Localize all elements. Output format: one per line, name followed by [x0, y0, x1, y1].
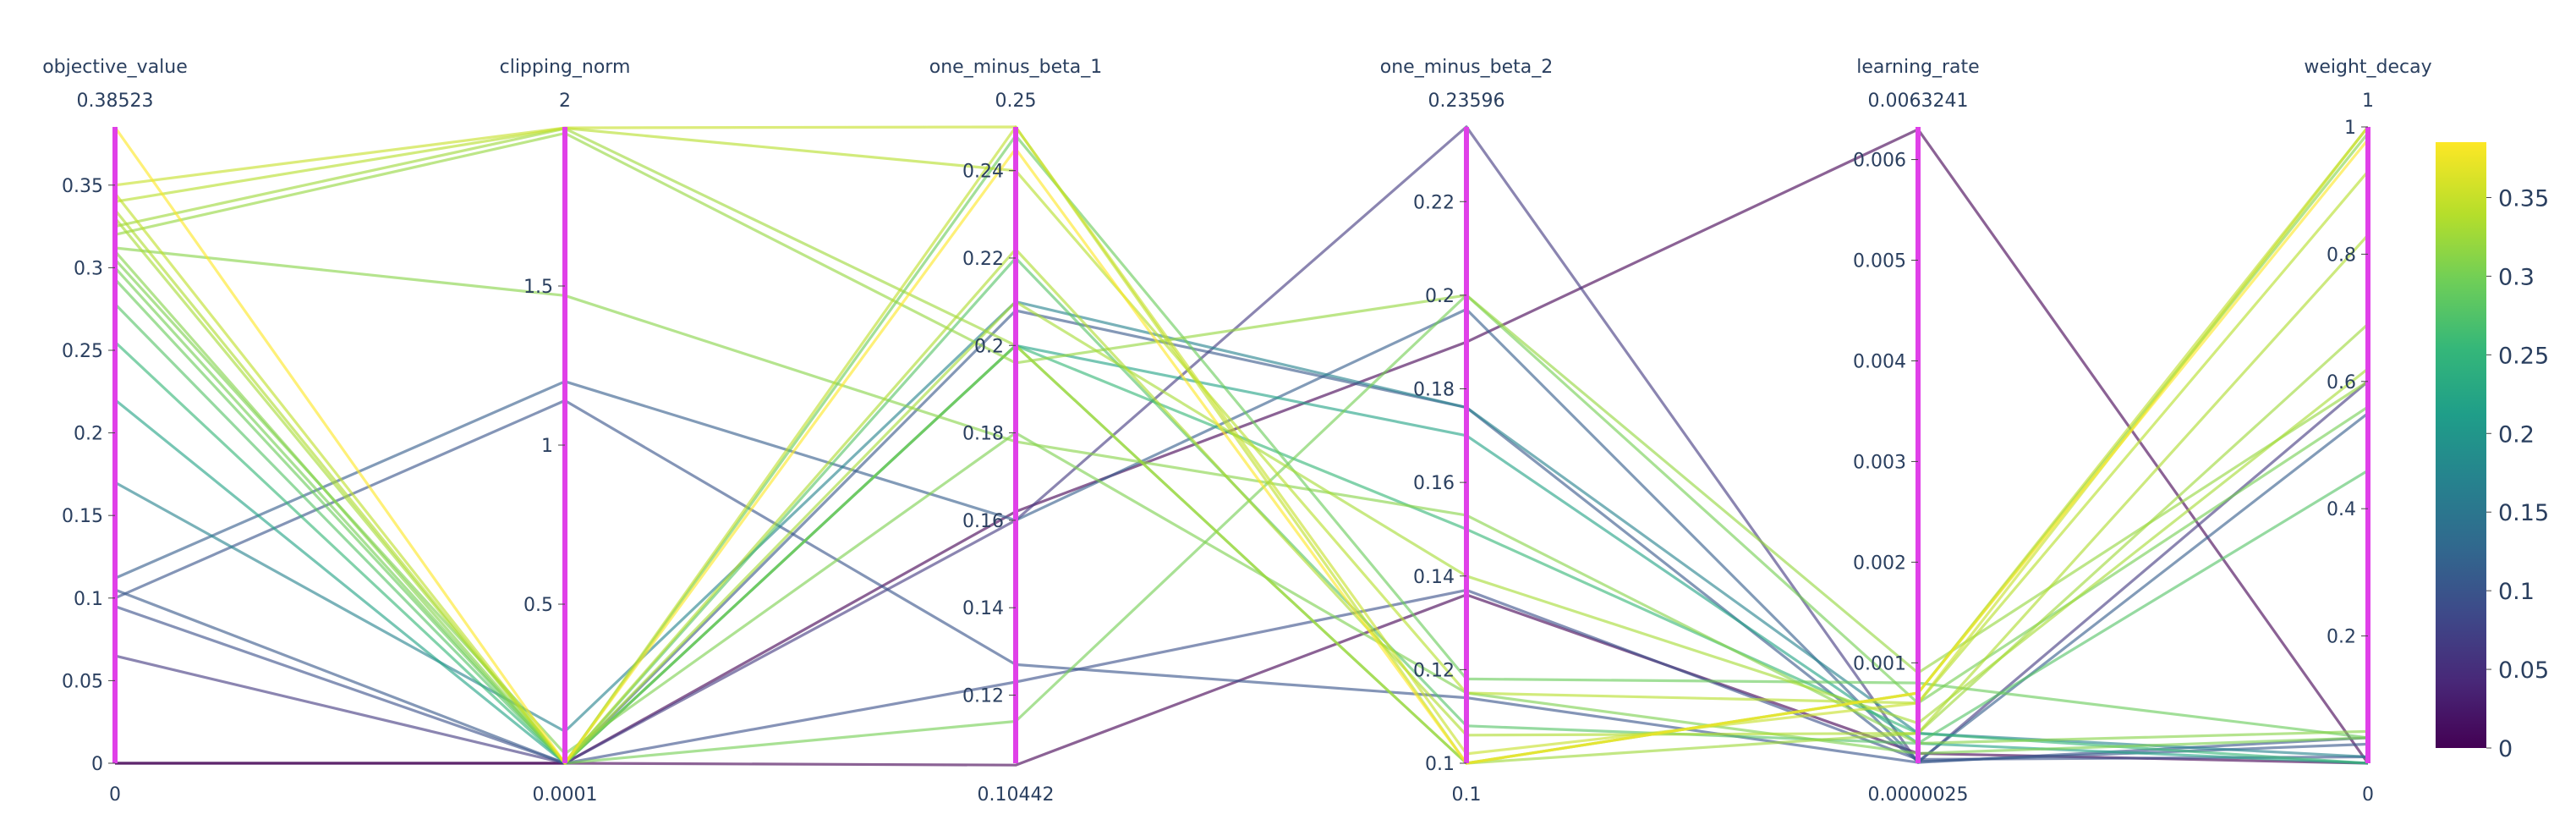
axis-tick-label: 0.4 — [2327, 499, 2356, 520]
axis-tick-label: 0.15 — [62, 506, 103, 527]
axis-tick-label: 0.004 — [1853, 351, 1906, 372]
axis-min-label: 0.10442 — [978, 784, 1055, 806]
axis-tick-label: 0.12 — [962, 686, 1004, 707]
axis-tick-label: 0.001 — [1853, 653, 1906, 674]
trial-line — [114, 125, 2370, 756]
colorbar-tick-label: 0.2 — [2498, 421, 2535, 448]
colorbar-tick-label: 0.25 — [2498, 343, 2549, 369]
axis-tick-label: 1 — [541, 436, 553, 457]
trial-line — [114, 126, 2370, 705]
axis-title: weight_decay — [2304, 57, 2431, 78]
axis-tick-label: 0.6 — [2327, 372, 2356, 393]
axis-max-label: 0.38523 — [77, 91, 154, 112]
axis-min-label: 0.0001 — [533, 784, 598, 806]
trial-line — [114, 131, 2369, 674]
axis-max-label: 1 — [2362, 91, 2374, 112]
axis-tick-label: 0.2 — [74, 424, 103, 445]
axis-one-minus-beta-1[interactable]: one_minus_beta_1 0.25 0.10442 0.12 0.14 0.16 0… — [929, 57, 1102, 806]
axis-title: one_minus_beta_2 — [1380, 57, 1553, 78]
axis-clipping-norm[interactable]: clipping_norm 2 0.0001 0.5 1 1.5 — [500, 57, 631, 806]
colorbar-tick-label: 0.3 — [2498, 264, 2535, 290]
trial-line — [113, 256, 2369, 765]
trial-line — [114, 307, 2369, 763]
trial-line — [113, 209, 2370, 765]
axis-tick-label: 0.16 — [962, 511, 1004, 532]
axis-tick-label: 1 — [2344, 118, 2356, 139]
axis-weight-decay[interactable]: weight_decay 1 0 0.2 0.4 0.6 0.8 1 — [2304, 57, 2431, 806]
axis-tick-label: 0.14 — [962, 598, 1004, 619]
colorbar: 0 0.05 0.1 0.15 0.2 0.25 0.3 0.35 — [2436, 142, 2549, 762]
axis-tick-label: 1.5 — [523, 277, 553, 298]
axis-tick-label: 0.005 — [1853, 251, 1906, 272]
axis-tick-label: 0.5 — [523, 595, 553, 616]
axis-tick-label: 0.002 — [1853, 553, 1906, 574]
axis-max-label: 2 — [559, 91, 571, 112]
trial-line — [114, 300, 2369, 759]
axis-tick-label: 0.22 — [962, 249, 1004, 270]
axis-tick-label: 0 — [91, 754, 103, 775]
trial-line — [114, 246, 2369, 745]
colorbar-gradient — [2436, 142, 2486, 748]
axis-title: learning_rate — [1856, 57, 1979, 78]
axis-max-label: 0.23596 — [1428, 91, 1505, 112]
trial-line — [113, 344, 2369, 765]
trial-line — [113, 126, 2370, 765]
axis-tick-label: 0.006 — [1853, 151, 1906, 172]
colorbar-tick-label: 0 — [2498, 736, 2513, 762]
axis-min-label: 0.0000025 — [1868, 784, 1969, 806]
axis-tick-label: 0.24 — [962, 162, 1004, 183]
colorbar-tick-label: 0.1 — [2498, 579, 2535, 605]
axis-tick-label: 0.2 — [1425, 286, 1455, 307]
axis-title: one_minus_beta_1 — [929, 57, 1102, 78]
axis-title: objective_value — [42, 57, 188, 78]
axis-learning-rate[interactable]: learning_rate 0.0063241 0.0000025 0.001 0.00… — [1853, 57, 1980, 806]
axis-title: clipping_norm — [500, 57, 631, 78]
axis-tick-label: 0.12 — [1413, 660, 1455, 681]
polylines-layer — [113, 125, 2370, 767]
axis-min-label: 0 — [2362, 784, 2374, 806]
axis-tick-label: 0.2 — [974, 336, 1004, 357]
axis-min-label: 0 — [109, 784, 121, 806]
axis-tick-label: 0.16 — [1413, 473, 1455, 494]
axis-tick-label: 0.18 — [962, 424, 1004, 445]
axis-tick-label: 0.25 — [62, 341, 103, 362]
axis-tick-label: 0.14 — [1413, 567, 1455, 588]
colorbar-tick-label: 0.15 — [2498, 500, 2549, 526]
axis-tick-label: 0.003 — [1853, 452, 1906, 473]
axis-objective-value[interactable]: objective_value 0.38523 0 0.05 0.1 0.15 0.2 0.2… — [42, 57, 188, 806]
axis-tick-label: 0.22 — [1413, 192, 1455, 213]
axis-tick-label: 0.1 — [1425, 754, 1455, 775]
trial-line — [114, 309, 2369, 765]
trial-line — [113, 267, 2369, 765]
axis-max-label: 0.25 — [995, 91, 1037, 112]
axes-layer: objective_value 0.38523 0 0.05 0.1 0.15 0.2 0.2… — [42, 57, 2431, 806]
axis-tick-label: 0.1 — [74, 589, 103, 610]
axis-tick-label: 0.3 — [74, 258, 103, 279]
axis-one-minus-beta-2[interactable]: one_minus_beta_2 0.23596 0.1 0.12 0.14 0.16 0.… — [1380, 57, 1553, 806]
axis-tick-label: 0.35 — [62, 176, 103, 197]
axis-tick-label: 0.8 — [2327, 245, 2356, 266]
colorbar-tick-label: 0.35 — [2498, 185, 2549, 212]
axis-max-label: 0.0063241 — [1868, 91, 1969, 112]
axis-tick-label: 0.05 — [62, 671, 103, 692]
axis-tick-label: 0.2 — [2327, 627, 2356, 648]
axis-tick-label: 0.18 — [1413, 380, 1455, 401]
colorbar-tick-label: 0.05 — [2498, 657, 2549, 684]
axis-min-label: 0.1 — [1452, 784, 1482, 806]
